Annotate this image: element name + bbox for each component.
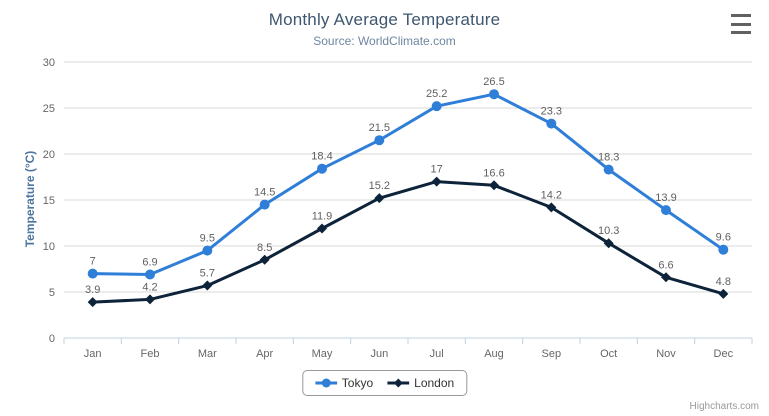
data-point-label: 18.3 <box>598 152 619 164</box>
data-point-label: 23.3 <box>541 106 562 118</box>
data-point-label: 16.6 <box>483 167 504 179</box>
x-tick-label: Feb <box>141 348 160 360</box>
data-point-marker-tokyo[interactable] <box>431 101 442 112</box>
data-point-label: 14.5 <box>254 187 275 199</box>
context-menu-button[interactable] <box>731 13 753 35</box>
data-point-marker-london[interactable] <box>546 202 557 213</box>
data-point-marker-tokyo[interactable] <box>661 205 671 216</box>
hamburger-icon <box>731 22 751 26</box>
data-point-marker-london[interactable] <box>431 176 442 187</box>
data-point-label: 17 <box>431 164 443 176</box>
data-point-label: 5.7 <box>200 268 215 280</box>
data-point-label: 6.6 <box>658 259 673 271</box>
legend-label-tokyo: Tokyo <box>341 376 374 390</box>
data-point-marker-tokyo[interactable] <box>145 269 155 280</box>
legend-item-tokyo[interactable]: Tokyo <box>314 376 374 390</box>
x-tick-label: Jul <box>430 348 444 360</box>
data-point-label: 4.2 <box>142 281 157 293</box>
data-point-marker-tokyo[interactable] <box>603 164 614 175</box>
data-point-label: 11.9 <box>312 211 333 223</box>
y-tick-label: 10 <box>43 241 55 253</box>
x-tick-label: Aug <box>484 348 504 360</box>
x-tick-label: Jun <box>370 348 388 360</box>
tokyo-circle-marker-icon <box>314 378 337 388</box>
data-point-label: 4.8 <box>716 276 731 288</box>
data-point-label: 3.9 <box>85 284 100 296</box>
x-tick-label: Jan <box>84 348 102 360</box>
data-point-marker-london[interactable] <box>87 297 98 308</box>
y-tick-label: 5 <box>49 287 55 299</box>
data-point-label: 21.5 <box>369 122 390 134</box>
data-point-marker-london[interactable] <box>489 180 499 191</box>
data-point-marker-tokyo[interactable] <box>546 118 557 129</box>
data-point-label: 13.9 <box>655 192 676 204</box>
data-point-marker-london[interactable] <box>661 272 671 283</box>
x-tick-label: Sep <box>542 348 562 360</box>
data-point-marker-tokyo[interactable] <box>87 268 98 279</box>
data-point-label: 8.5 <box>257 242 272 254</box>
y-tick-label: 15 <box>43 195 55 207</box>
hamburger-icon <box>731 14 751 17</box>
hamburger-icon <box>731 31 751 34</box>
data-point-label: 15.2 <box>369 180 390 192</box>
y-tick-label: 25 <box>43 103 55 115</box>
legend-item-london[interactable]: London <box>387 376 454 390</box>
legend: Tokyo London <box>301 370 468 396</box>
series-path-tokyo <box>92 92 725 276</box>
data-point-label: 9.6 <box>716 232 731 244</box>
data-point-marker-london[interactable] <box>603 238 614 249</box>
data-point-marker-tokyo[interactable] <box>718 244 729 255</box>
data-point-label: 25.2 <box>426 88 447 100</box>
data-point-marker-tokyo[interactable] <box>259 199 270 210</box>
data-point-label: 7 <box>90 256 96 268</box>
data-point-marker-tokyo[interactable] <box>489 89 499 100</box>
data-point-label: 9.5 <box>200 233 215 245</box>
credits-link[interactable]: Highcharts.com <box>689 401 759 412</box>
chart-title: Monthly Average Temperature <box>268 10 501 29</box>
data-point-label: 14.2 <box>541 189 562 201</box>
data-point-label: 26.5 <box>483 76 504 88</box>
data-point-marker-london[interactable] <box>718 288 729 299</box>
data-point-marker-london[interactable] <box>259 254 270 265</box>
x-tick-label: Mar <box>198 348 217 360</box>
x-tick-label: May <box>312 348 333 360</box>
data-point-label: 10.3 <box>598 225 619 237</box>
data-point-marker-tokyo[interactable] <box>374 135 385 146</box>
data-point-marker-london[interactable] <box>374 193 385 204</box>
x-tick-label: Nov <box>656 348 676 360</box>
legend-label-london: London <box>414 376 455 390</box>
chart-subtitle: Source: WorldClimate.com <box>313 34 456 48</box>
data-point-marker-tokyo[interactable] <box>317 163 327 174</box>
x-tick-label: Apr <box>256 348 273 360</box>
series-path-london <box>92 180 724 304</box>
london-diamond-marker-icon <box>387 378 410 388</box>
y-tick-label: 20 <box>43 149 55 161</box>
y-tick-label: 0 <box>49 333 55 345</box>
data-point-label: 6.9 <box>142 257 157 269</box>
data-point-marker-london[interactable] <box>317 223 327 234</box>
data-point-marker-london[interactable] <box>202 280 213 291</box>
data-point-marker-london[interactable] <box>145 294 155 305</box>
data-point-marker-tokyo[interactable] <box>202 245 213 256</box>
data-point-label: 18.4 <box>311 151 332 163</box>
x-tick-label: Dec <box>714 348 734 360</box>
x-tick-label: Oct <box>600 348 617 360</box>
y-tick-label: 30 <box>43 57 55 69</box>
